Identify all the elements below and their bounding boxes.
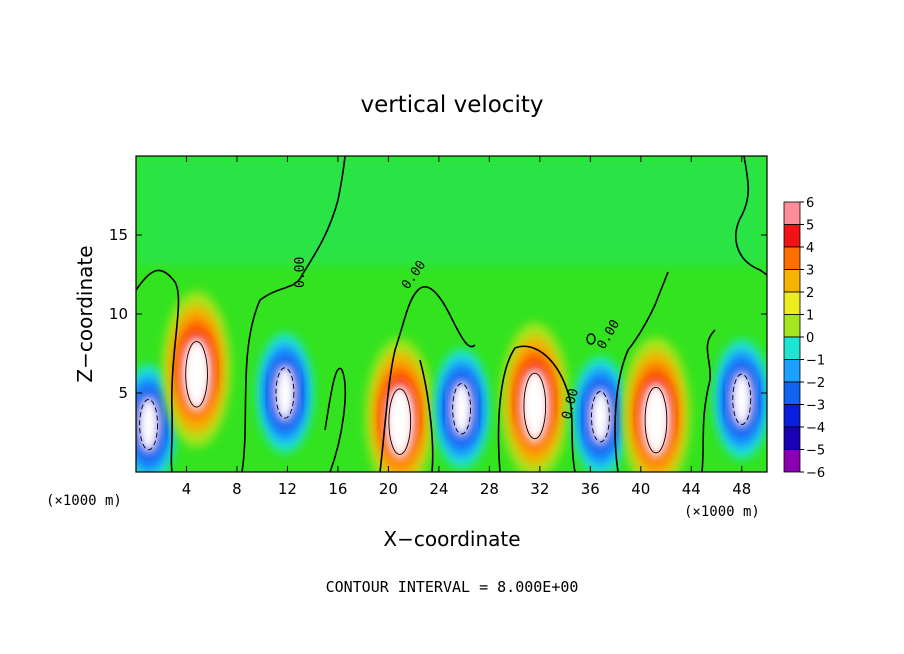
y-axis: 5 10 15	[109, 226, 767, 402]
x-tick-label: 48	[732, 480, 751, 498]
colorbar-swatch	[783, 449, 801, 473]
zero-contour-line	[324, 367, 347, 472]
colorbar-swatch	[783, 381, 801, 405]
saturated-core	[730, 370, 754, 429]
contour-ring	[523, 372, 547, 440]
saturated-core	[520, 368, 550, 444]
colorbar-swatch	[783, 269, 801, 293]
contour-ring	[139, 398, 159, 451]
zero-contour-line	[379, 286, 476, 472]
saturated-core	[136, 395, 161, 454]
contour-ring	[275, 367, 295, 419]
contour-ring	[452, 383, 472, 435]
zero-contour-line	[241, 156, 346, 472]
saturated-core	[449, 380, 474, 438]
contour-label: 0.00	[293, 257, 308, 288]
x-tick-label: 12	[278, 480, 297, 498]
x-tick-label: 28	[480, 480, 499, 498]
colorbar-tick-label: 4	[806, 241, 814, 256]
y-tick-label: 10	[109, 305, 128, 323]
colorbar-tick-label: 0	[806, 331, 814, 346]
x-tick-label: 20	[379, 480, 398, 498]
zero-contour-line	[497, 345, 576, 472]
x-tick-label: 4	[182, 480, 192, 498]
colorbar-tick-label: 6	[806, 196, 814, 211]
plot-area: 0.00 0.00 0.00 0.00 4 8 12 16 20 24 28 32 36 40 44…	[109, 155, 768, 498]
y-tick-label: 15	[109, 226, 128, 244]
saturated-core	[273, 364, 297, 422]
contour-ring	[732, 373, 752, 425]
colorbar-tick-label: 2	[806, 286, 814, 301]
contour-lines	[136, 156, 767, 472]
contour-ring	[388, 388, 412, 455]
colorbar-tick-label: −4	[806, 421, 825, 436]
colorbar-tick-label: 5	[806, 219, 814, 234]
x-unit-label: (×1000 m)	[684, 504, 760, 520]
saturated-core	[641, 382, 671, 458]
x-tick-label: 36	[581, 480, 600, 498]
upper-field-shade	[136, 156, 767, 266]
chart-title: vertical velocity	[361, 92, 544, 118]
x-tick-label: 8	[232, 480, 242, 498]
colorbar: 6 5 4 3 2 1 0 −1 −2 −3 −4 −5 −6	[783, 196, 825, 481]
colorbar-swatch	[783, 314, 801, 338]
colorbar-swatch	[783, 246, 801, 270]
zero-contour-line	[734, 156, 767, 276]
x-tick-label: 24	[429, 480, 448, 498]
colorbar-swatch	[783, 291, 801, 315]
x-tick-label: 32	[530, 480, 549, 498]
zero-contour-loop	[586, 333, 596, 345]
zero-contour-line	[614, 271, 669, 472]
colorbar-tick-label: −3	[806, 399, 825, 414]
colorbar-tick-label: −5	[806, 444, 825, 459]
zero-contour-line	[701, 329, 716, 472]
x-axis-label: X−coordinate	[383, 527, 520, 551]
x-axis: 4 8 12 16 20 24 28 32 36 40 44 48	[182, 156, 751, 498]
z-unit-label: (×1000 m)	[46, 493, 122, 509]
colorbar-swatch	[783, 426, 801, 450]
saturated-core	[182, 336, 211, 412]
y-axis-label: Z−coordinate	[73, 245, 97, 382]
colorbar-tick-label: 1	[806, 309, 814, 324]
heatmap-field	[136, 156, 767, 472]
contour-ring	[591, 391, 610, 443]
colorbar-swatch	[783, 201, 801, 225]
colorbar-tick-label: −2	[806, 376, 825, 391]
colorbar-swatch	[783, 336, 801, 360]
colorbar-tick-label: 3	[806, 264, 814, 279]
colorbar-tick-label: −1	[806, 354, 825, 369]
colorbar-swatch	[783, 359, 801, 383]
zero-contour-line	[136, 269, 180, 472]
contour-ring	[185, 341, 208, 408]
colorbar-swatch	[783, 224, 801, 248]
zero-contour-line	[419, 359, 434, 472]
saturated-core	[588, 387, 613, 446]
colorbar-swatch	[783, 404, 801, 428]
x-tick-label: 16	[328, 480, 347, 498]
contour-ring	[644, 386, 668, 454]
x-tick-label: 44	[682, 480, 701, 498]
saturated-core	[385, 384, 415, 460]
colorbar-tick-label: −6	[806, 466, 825, 481]
y-tick-label: 5	[118, 384, 128, 402]
x-tick-label: 40	[631, 480, 650, 498]
contour-interval-note: CONTOUR INTERVAL = 8.000E+00	[326, 578, 579, 596]
